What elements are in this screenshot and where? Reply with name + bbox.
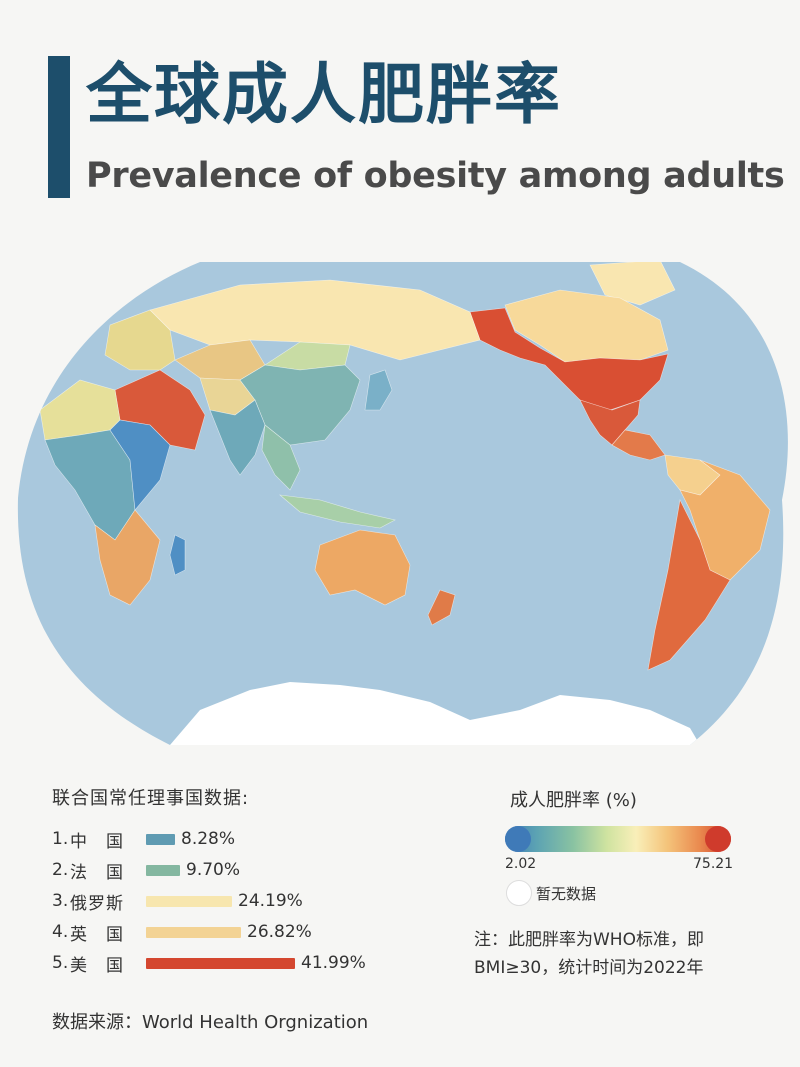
ranking-bar [146, 957, 295, 969]
page-subtitle: Prevalence of obesity among adults [86, 156, 785, 196]
ranking-number: 2. [52, 860, 69, 880]
region-greenland [589, 262, 676, 306]
ranking-country: 美 国 [70, 955, 124, 976]
region-southeast-asia [261, 424, 301, 491]
region-usa [469, 307, 669, 411]
region-east-africa [109, 419, 171, 511]
region-new-zealand [427, 589, 456, 626]
ranking-bar [146, 926, 241, 938]
region-australia [314, 529, 411, 606]
ranking-title: 联合国常任理事国数据: [52, 788, 250, 809]
region-southern-africa [94, 509, 161, 606]
title-accent-bar [48, 56, 70, 198]
legend-min-label: 2.02 [505, 856, 537, 872]
ranking-row: 5. 美 国 41.99% [52, 950, 366, 976]
note-line-1: 注：此肥胖率为WHO标准，即 [474, 930, 704, 950]
ranking-bar [146, 833, 175, 845]
ranking-number: 5. [52, 953, 69, 973]
legend-min-dot [505, 826, 531, 852]
region-india [209, 399, 266, 476]
ranking-value: 26.82% [247, 922, 312, 942]
ranking-value: 9.70% [186, 860, 241, 880]
legend-max-label: 75.21 [693, 856, 734, 872]
ranking-country: 法 国 [70, 862, 124, 883]
ranking-row: 3. 俄罗斯 24.19% [52, 888, 303, 914]
ranking-country: 俄罗斯 [70, 893, 124, 914]
ranking-bar [146, 895, 232, 907]
region-japan [364, 369, 393, 411]
legend-title: 成人肥胖率 (%) [510, 790, 637, 811]
region-antarctica [170, 682, 700, 745]
world-map [17, 262, 788, 745]
ranking-row: 1. 中 国 8.28% [52, 826, 235, 852]
legend-color-bar [505, 826, 731, 852]
ranking-country: 中 国 [70, 831, 124, 852]
ranking-value: 41.99% [301, 953, 366, 973]
ranking-value: 8.28% [181, 829, 236, 849]
ranking-value: 24.19% [238, 891, 303, 911]
data-source: 数据来源：World Health Orgnization [52, 1012, 369, 1033]
note: 注：此肥胖率为WHO标准，即 BMI≥30，统计时间为2022年 [474, 926, 704, 982]
note-line-2: BMI≥30，统计时间为2022年 [474, 958, 704, 978]
ranking-country: 英 国 [70, 924, 124, 945]
ranking-row: 2. 法 国 9.70% [52, 857, 240, 883]
ranking-number: 3. [52, 891, 69, 911]
ranking-number: 4. [52, 922, 69, 942]
page-title: 全球成人肥胖率 [86, 56, 562, 133]
region-europe [104, 309, 176, 371]
no-data-label: 暂无数据 [536, 885, 597, 903]
ranking-bar [146, 864, 180, 876]
ranking-row: 4. 英 国 26.82% [52, 919, 312, 945]
region-argentina-chile [647, 499, 731, 671]
ranking-number: 1. [52, 829, 69, 849]
legend-max-dot [705, 826, 731, 852]
region-indonesia [279, 494, 396, 529]
region-madagascar [169, 534, 186, 576]
no-data-swatch [506, 880, 532, 906]
